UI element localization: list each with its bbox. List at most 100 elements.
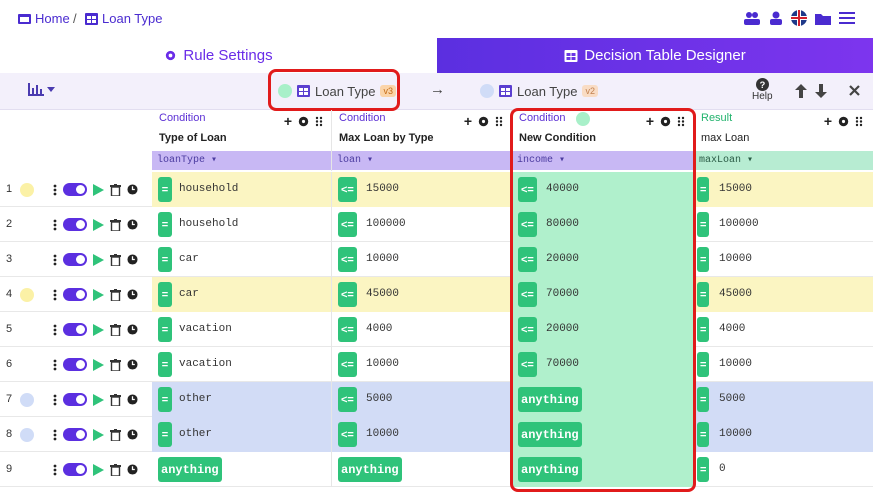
operator-chip[interactable]: =	[697, 282, 710, 307]
table-cell[interactable]: = other	[152, 417, 332, 452]
operator-chip[interactable]: =	[697, 247, 710, 272]
add-icon[interactable]: +	[645, 113, 654, 129]
table-cell[interactable]: anything	[512, 452, 694, 487]
users-icon[interactable]	[743, 11, 761, 25]
drag-handle-icon[interactable]	[53, 219, 57, 231]
operator-chip[interactable]: =	[158, 177, 172, 202]
table-row[interactable]: 5 = vacation <= 4000 <= 20000 = 4000	[0, 312, 873, 347]
arrow-down-icon[interactable]	[815, 84, 827, 98]
user-icon[interactable]	[769, 11, 783, 25]
operator-chip[interactable]: =	[697, 422, 710, 447]
trash-icon[interactable]	[110, 218, 121, 231]
trash-icon[interactable]	[110, 393, 121, 406]
table-cell[interactable]: = 0	[694, 452, 873, 487]
column-variable[interactable]: income ▾	[512, 151, 693, 170]
column-header-new-condition[interactable]: Condition New Condition + income ▾	[512, 110, 694, 171]
operator-chip[interactable]: <=	[338, 387, 357, 412]
clock-icon[interactable]	[127, 219, 138, 230]
play-icon[interactable]	[93, 428, 104, 441]
gear-icon[interactable]	[478, 116, 489, 127]
trash-icon[interactable]	[110, 323, 121, 336]
row-enabled-toggle[interactable]	[63, 253, 87, 266]
table-cell[interactable]: = 10000	[694, 417, 873, 452]
table-cell[interactable]: = other	[152, 382, 332, 417]
table-row[interactable]: 1 = household <= 15000 <= 40000 = 15000	[0, 172, 873, 207]
table-cell[interactable]: <= 40000	[512, 172, 694, 207]
folder-icon[interactable]	[815, 12, 831, 25]
drag-handle-icon[interactable]	[495, 116, 503, 127]
column-header-type-of-loan[interactable]: Condition Type of Loan + loanType ▾	[152, 110, 332, 171]
trash-icon[interactable]	[110, 358, 121, 371]
table-row[interactable]: 3 = car <= 10000 <= 20000 = 10000	[0, 242, 873, 277]
table-cell[interactable]: = car	[152, 277, 332, 312]
anything-chip[interactable]: anything	[518, 387, 582, 412]
operator-chip[interactable]: =	[158, 422, 172, 447]
add-icon[interactable]: +	[283, 113, 292, 129]
operator-chip[interactable]: <=	[338, 282, 357, 307]
operator-chip[interactable]: <=	[338, 352, 357, 377]
uk-flag-icon[interactable]	[791, 10, 807, 26]
operator-chip[interactable]: <=	[338, 212, 357, 237]
operator-chip[interactable]: <=	[518, 282, 537, 307]
drag-handle-icon[interactable]	[53, 464, 57, 476]
table-row[interactable]: 9 anything anything anything = 0	[0, 452, 873, 487]
table-cell[interactable]: <= 100000	[332, 207, 512, 242]
play-icon[interactable]	[93, 393, 104, 406]
anything-chip[interactable]: anything	[158, 457, 222, 482]
gear-icon[interactable]	[838, 116, 849, 127]
table-row[interactable]: 8 = other <= 10000 anything = 10000	[0, 417, 873, 452]
row-enabled-toggle[interactable]	[63, 218, 87, 231]
play-icon[interactable]	[93, 323, 104, 336]
drag-handle-icon[interactable]	[53, 394, 57, 406]
help-button[interactable]: ? Help	[752, 78, 773, 102]
clock-icon[interactable]	[127, 254, 138, 265]
table-cell[interactable]: = 10000	[694, 242, 873, 277]
table-cell[interactable]: <= 80000	[512, 207, 694, 242]
table-cell[interactable]: <= 10000	[332, 242, 512, 277]
drag-handle-icon[interactable]	[53, 429, 57, 441]
play-icon[interactable]	[93, 183, 104, 196]
clock-icon[interactable]	[127, 394, 138, 405]
table-cell[interactable]: = 45000	[694, 277, 873, 312]
trash-icon[interactable]	[110, 183, 121, 196]
table-cell[interactable]: = vacation	[152, 312, 332, 347]
table-cell[interactable]: = vacation	[152, 347, 332, 382]
table-row[interactable]: 2 = household <= 100000 <= 80000 = 100000	[0, 207, 873, 242]
drag-handle-icon[interactable]	[53, 184, 57, 196]
trash-icon[interactable]	[110, 288, 121, 301]
operator-chip[interactable]: =	[697, 387, 710, 412]
menu-icon[interactable]	[839, 12, 855, 24]
table-row[interactable]: 6 = vacation <= 10000 <= 70000 = 10000	[0, 347, 873, 382]
breadcrumb-current[interactable]: Loan Type	[85, 11, 162, 26]
drag-handle-icon[interactable]	[53, 289, 57, 301]
clock-icon[interactable]	[127, 324, 138, 335]
column-variable[interactable]: loanType ▾	[152, 151, 331, 170]
operator-chip[interactable]: =	[158, 282, 172, 307]
operator-chip[interactable]: <=	[518, 352, 537, 377]
trash-icon[interactable]	[110, 253, 121, 266]
play-icon[interactable]	[93, 253, 104, 266]
trash-icon[interactable]	[110, 463, 121, 476]
table-cell[interactable]: <= 4000	[332, 312, 512, 347]
clock-icon[interactable]	[127, 359, 138, 370]
operator-chip[interactable]: <=	[518, 177, 537, 202]
column-variable[interactable]: loan ▾	[332, 151, 511, 170]
row-enabled-toggle[interactable]	[63, 183, 87, 196]
table-cell[interactable]: = 5000	[694, 382, 873, 417]
table-cell[interactable]: <= 70000	[512, 347, 694, 382]
anything-chip[interactable]: anything	[518, 457, 582, 482]
operator-chip[interactable]: =	[697, 352, 710, 377]
table-cell[interactable]: = 4000	[694, 312, 873, 347]
version-previous[interactable]: Loan Type v2	[480, 81, 598, 101]
table-cell[interactable]: <= 70000	[512, 277, 694, 312]
play-icon[interactable]	[93, 218, 104, 231]
table-cell[interactable]: anything	[512, 382, 694, 417]
play-icon[interactable]	[93, 288, 104, 301]
operator-chip[interactable]: <=	[338, 317, 357, 342]
drag-handle-icon[interactable]	[677, 116, 685, 127]
clock-icon[interactable]	[127, 184, 138, 195]
add-icon[interactable]: +	[823, 113, 832, 129]
column-header-max-loan[interactable]: Result max Loan + maxLoan ▾	[694, 110, 873, 171]
operator-chip[interactable]: <=	[338, 247, 357, 272]
clock-icon[interactable]	[127, 464, 138, 475]
